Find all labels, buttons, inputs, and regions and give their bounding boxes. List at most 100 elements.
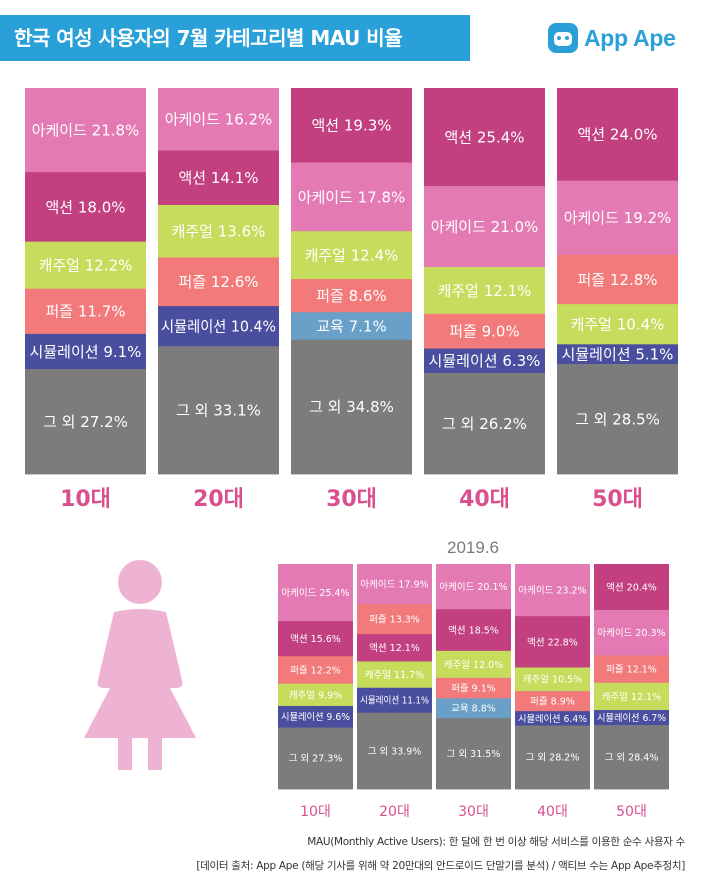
segment-label: 시뮬레이션 11.1%: [360, 696, 429, 707]
segment-label: 퍼즐 12.1%: [606, 665, 657, 676]
bar-segment-puzzle: [594, 655, 669, 684]
segment-label: 아케이드 25.4%: [281, 588, 349, 599]
bar-segment-puzzle: [291, 279, 412, 313]
bar-segment-action: [291, 88, 412, 163]
segment-label: 그 외 33.1%: [176, 402, 261, 420]
small-chart-title: 2019.6: [447, 538, 499, 557]
segment-label: 액션 15.6%: [290, 633, 341, 645]
segment-label: 액션 19.3%: [311, 117, 391, 135]
bar-segment-simulation: [25, 333, 146, 370]
segment-label: 아케이드 20.1%: [439, 582, 507, 593]
bar-segment-arcade: [357, 564, 432, 605]
bar-segment-casual: [557, 304, 678, 345]
segment-label: 그 외 26.2%: [442, 415, 527, 433]
bar-segment-other: [594, 725, 669, 790]
bar-segment-simulation: [557, 344, 678, 365]
bar-segment-arcade: [158, 88, 279, 151]
segment-label: 아케이드 16.2%: [165, 111, 273, 129]
bar-segment-casual: [594, 682, 669, 711]
x-tick-label: 30대: [326, 487, 377, 512]
segment-label: 시뮬레이션 6.4%: [518, 714, 587, 725]
segment-label: 캐주얼 10.5%: [523, 675, 582, 686]
bar-segment-action: [357, 634, 432, 662]
brand-logo: App Ape: [548, 18, 676, 58]
bar-segment-arcade: [25, 88, 146, 173]
segment-label: 그 외 27.3%: [289, 753, 343, 765]
bar-segment-other: [515, 725, 590, 790]
segment-label: 캐주얼 9.9%: [289, 690, 342, 701]
bar-segment-puzzle: [515, 691, 590, 712]
bar-segment-arcade: [515, 564, 590, 617]
bar-segment-simulation: [424, 348, 545, 374]
segment-label: 퍼즐 8.6%: [316, 287, 386, 305]
bar-segment-action: [515, 616, 590, 668]
segment-label: 액션 12.1%: [369, 642, 420, 654]
segment-label: 액션 18.0%: [45, 198, 125, 216]
bar-segment-simulation: [158, 306, 279, 347]
bar-segment-education: [436, 698, 511, 719]
bar-segment-other: [357, 712, 432, 790]
segment-label: 그 외 28.4%: [605, 751, 659, 763]
bar-segment-other: [291, 339, 412, 475]
segment-label: 액션 22.8%: [527, 636, 578, 648]
segment-label: 캐주얼 11.7%: [365, 670, 424, 681]
bar-segment-other: [436, 718, 511, 790]
main-stacked-bar-chart: 아케이드 21.8% 액션 18.0% 캐주얼 12.2% 퍼즐 11.7% 시뮬레이션…: [25, 88, 678, 512]
segment-label: 시뮬레이션 9.6%: [281, 712, 350, 723]
segment-label: 캐주얼 13.6%: [172, 223, 266, 241]
bar-segment-simulation: [278, 705, 353, 728]
segment-label: 퍼즐 12.2%: [290, 665, 341, 676]
segment-label: 교육 7.1%: [316, 317, 386, 335]
segment-label: 아케이드 21.0%: [431, 218, 539, 236]
app-ape-icon: [548, 23, 578, 53]
bar-segment-other: [557, 363, 678, 475]
brand-name: App Ape: [584, 24, 676, 51]
segment-label: 그 외 28.2%: [526, 752, 580, 764]
segment-label: 아케이드 23.2%: [518, 586, 586, 597]
footnote-mau: MAU(Monthly Active Users): 한 달에 한 번 이상 해…: [307, 836, 685, 848]
x-tick-label: 40대: [537, 804, 568, 820]
segment-label: 캐주얼 12.4%: [305, 247, 399, 265]
bar-segment-action: [436, 609, 511, 652]
x-tick-label: 40대: [459, 487, 510, 512]
bar-segment-arcade: [424, 186, 545, 268]
bar-segment-action: [557, 88, 678, 182]
x-tick-label: 10대: [60, 487, 111, 512]
segment-label: 액션 24.0%: [577, 126, 657, 144]
bar-segment-simulation: [357, 687, 432, 714]
bar-segment-arcade: [594, 609, 669, 656]
segment-label: 아케이드 20.3%: [597, 628, 665, 639]
bar-segment-puzzle: [158, 257, 279, 307]
bar-segment-casual: [278, 683, 353, 707]
segment-label: 퍼즐 9.0%: [449, 323, 519, 341]
segment-label: 캐주얼 12.1%: [602, 692, 661, 703]
segment-label: 액션 18.5%: [448, 624, 499, 636]
segment-label: 시뮬레이션 10.4%: [161, 318, 276, 336]
bar-segment-simulation: [594, 710, 669, 726]
segment-label: 그 외 28.5%: [575, 410, 660, 428]
bar-segment-puzzle: [357, 604, 432, 635]
bar-segment-arcade: [557, 180, 678, 256]
bar-segment-casual: [158, 204, 279, 258]
bar-segment-other: [278, 727, 353, 790]
x-tick-label: 50대: [592, 487, 643, 512]
bar-segment-puzzle: [436, 677, 511, 699]
bar-segment-other: [424, 372, 545, 475]
bar-segment-action: [25, 172, 146, 243]
segment-label: 그 외 33.9%: [368, 745, 422, 757]
segment-label: 캐주얼 12.1%: [438, 282, 532, 300]
bar-segment-casual: [25, 241, 146, 290]
footnote-source: [데이터 출처: App Ape (해당 기사를 위해 약 20만대의 안드로이…: [196, 860, 685, 872]
bar-segment-puzzle: [557, 254, 678, 305]
chart-title-banner: 한국 여성 사용자의 7월 카테고리별 MAU 비율: [0, 15, 470, 61]
segment-label: 액션 20.4%: [606, 581, 657, 593]
bar-segment-action: [158, 150, 279, 206]
bar-segment-casual: [291, 231, 412, 280]
bar-segment-arcade: [291, 162, 412, 232]
segment-label: 그 외 27.2%: [43, 413, 128, 431]
bar-segment-arcade: [278, 564, 353, 622]
x-tick-label: 30대: [458, 804, 489, 820]
x-tick-label: 20대: [193, 487, 244, 512]
x-tick-label: 10대: [300, 804, 331, 820]
segment-label: 아케이드 19.2%: [564, 209, 672, 227]
